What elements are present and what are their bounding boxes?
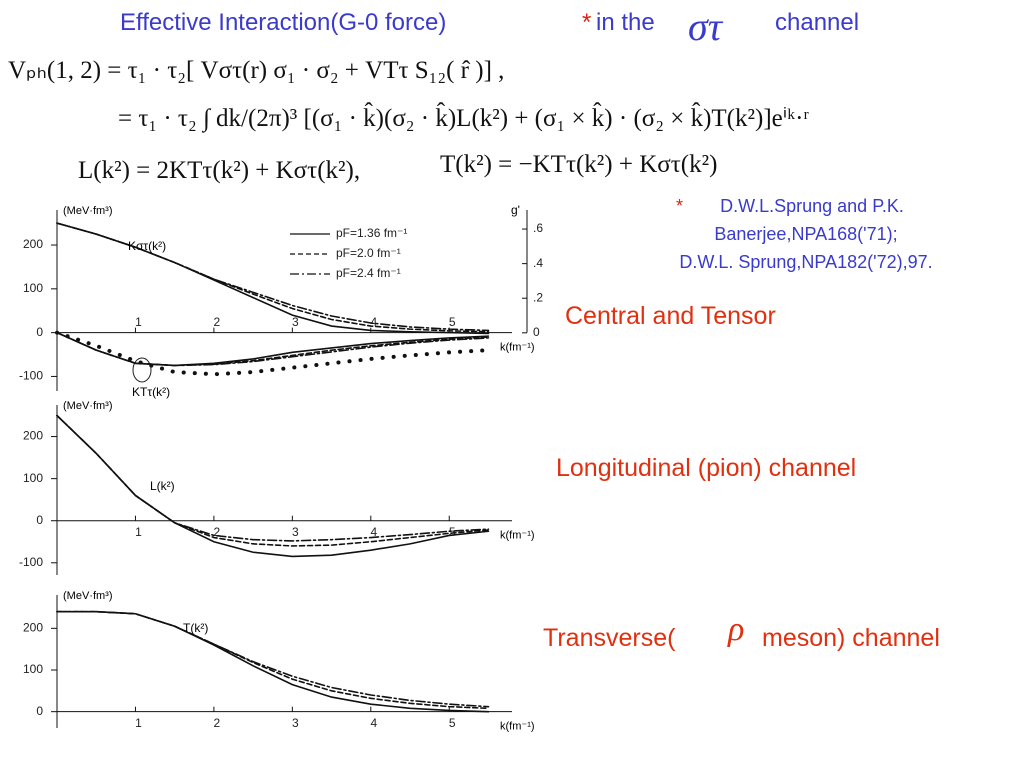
reference: D.W.L.Sprung and P.K. (720, 196, 904, 216)
y-tick-label: 200 (23, 621, 43, 635)
section-label: Transverse( (543, 624, 676, 652)
equation: Vₚₕ(1, 2) = τ₁ · τ₂[ Vστ(r) σ₁ · σ₂ + VT… (8, 57, 504, 84)
curve (56, 331, 490, 367)
x-tick-label: 5 (449, 315, 456, 329)
section-label: Central and Tensor (565, 302, 776, 330)
y-tick-label: -100 (19, 369, 43, 383)
x-tick-label: 3 (292, 315, 299, 329)
curve (56, 610, 490, 710)
legend-label: pF=2.4 fm⁻¹ (336, 266, 401, 280)
curve (56, 222, 490, 333)
equation: = τ₁ · τ₂ ∫ dk/(2π)³ [(σ₁ · k̂)(σ₂ · k̂)… (118, 102, 809, 133)
y2-tick-label: .4 (533, 256, 543, 270)
title-end: channel (775, 9, 859, 36)
reference: Banerjee,NPA168('71); (714, 224, 897, 244)
x-tick-label: 1 (135, 315, 142, 329)
x-tick-label: 5 (449, 716, 456, 730)
y-tick-label: -100 (19, 555, 43, 569)
curve-marker (132, 357, 152, 383)
curve (56, 610, 490, 713)
x-tick-label: 1 (135, 525, 142, 539)
curve (56, 222, 490, 332)
x-tick-label: 2 (214, 315, 221, 329)
title-middle: in the (596, 9, 655, 36)
x-tick-label: 4 (370, 525, 377, 539)
curve (56, 414, 490, 542)
legend-label: pF=1.36 fm⁻¹ (336, 226, 407, 240)
x-axis-label: k(fm⁻¹) (500, 721, 535, 733)
title: Effective Interaction(G-0 force) (120, 9, 446, 36)
section-symbol: ρ (727, 611, 744, 648)
x-axis-label: k(fm⁻¹) (500, 342, 535, 354)
reference: D.W.L. Sprung,NPA182('72),97. (679, 252, 932, 272)
y-tick-label: 0 (36, 704, 43, 718)
title-star: * (582, 9, 591, 36)
x-tick-label: 5 (449, 525, 456, 539)
x-axis-label: k(fm⁻¹) (500, 530, 535, 542)
x-tick-label: 3 (292, 525, 299, 539)
y-axis-label: (MeV·fm³) (63, 400, 113, 412)
y-tick-label: 200 (23, 429, 43, 443)
x-tick-label: 1 (135, 716, 142, 730)
title-symbol: στ (688, 4, 724, 49)
x-tick-label: 2 (214, 525, 221, 539)
y-tick-label: 0 (36, 325, 43, 339)
x-tick-label: 2 (214, 716, 221, 730)
x-tick-label: 3 (292, 716, 299, 730)
equation: L(k²) = 2KTτ(k²) + Kστ(k²), (78, 157, 360, 184)
y2-tick-label: .2 (533, 290, 543, 304)
y-tick-label: 100 (23, 281, 43, 295)
section-label: meson) channel (762, 624, 940, 652)
curve-label: L(k²) (150, 479, 175, 493)
equation: T(k²) = −KTτ(k²) + Kστ(k²) (440, 151, 717, 178)
y-axis-label: (MeV·fm³) (63, 590, 113, 602)
y2-tick-label: .6 (533, 221, 543, 235)
curve (56, 222, 490, 335)
y-axis-label: (MeV·fm³) (63, 205, 113, 217)
y-tick-label: 100 (23, 662, 43, 676)
curve-label: Kστ(k²) (128, 239, 166, 253)
curve (56, 414, 490, 547)
y-tick-label: 100 (23, 471, 43, 485)
curve (55, 330, 491, 377)
y-tick-label: 0 (36, 513, 43, 527)
curve (56, 331, 490, 367)
curve (56, 331, 490, 367)
curve-label: T(k²) (183, 621, 208, 635)
curve (56, 610, 490, 708)
y2-tick-label: 0 (533, 325, 540, 339)
curve-label: KTτ(k²) (132, 385, 170, 399)
section-label: Longitudinal (pion) channel (556, 454, 856, 482)
reference-star: * (676, 196, 683, 216)
x-tick-label: 4 (370, 315, 377, 329)
y-tick-label: 200 (23, 237, 43, 251)
legend-label: pF=2.0 fm⁻¹ (336, 246, 401, 260)
x-tick-label: 4 (370, 716, 377, 730)
y2-axis-label: g' (511, 203, 520, 217)
